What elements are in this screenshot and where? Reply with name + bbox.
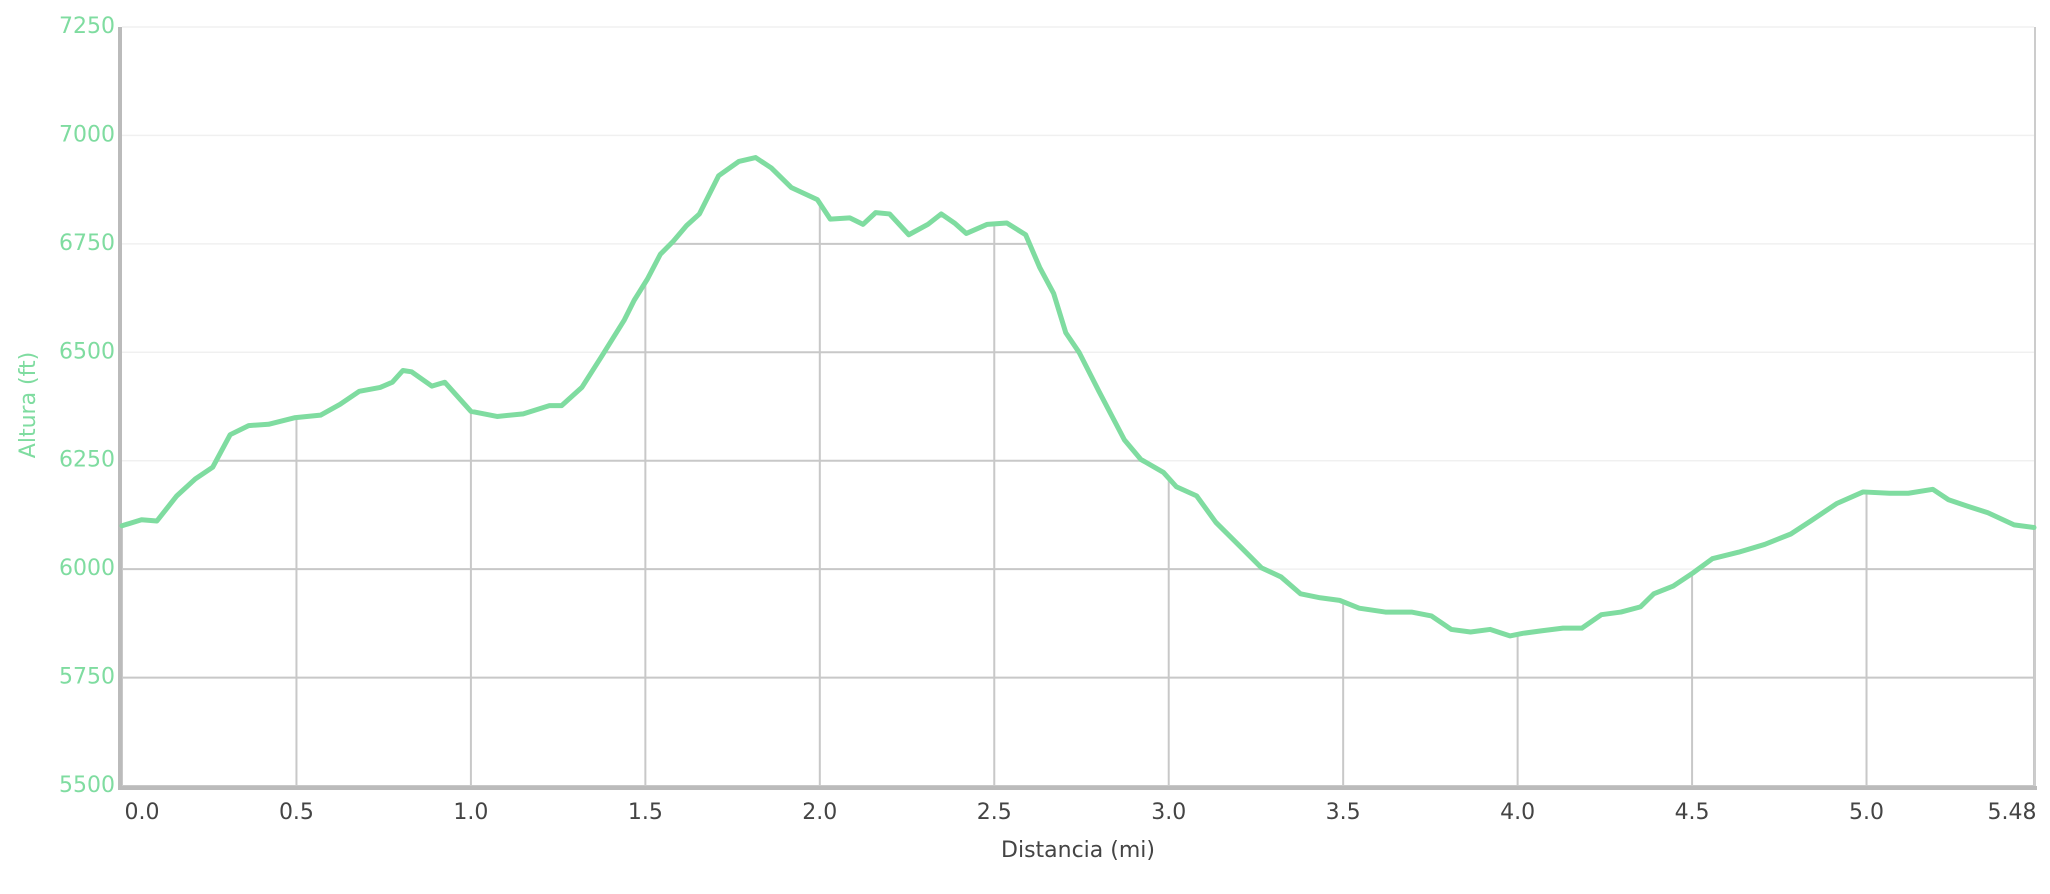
x-axis-title: Distancia (mi) — [1001, 838, 1155, 863]
x-tick-label: 1.0 — [453, 800, 488, 825]
elevation-line — [119, 155, 2037, 639]
grid-dark — [122, 157, 2034, 787]
x-tick-label: 2.0 — [802, 800, 837, 825]
y-tick-label: 6000 — [59, 556, 115, 581]
y-tick-label: 7000 — [59, 122, 115, 147]
y-tick-label: 6750 — [59, 231, 115, 256]
x-tick-label: 5.48 — [1988, 800, 2037, 825]
x-tick-label: 3.5 — [1326, 800, 1361, 825]
y-tick-label: 7250 — [59, 14, 115, 39]
x-tick-label: 2.5 — [977, 800, 1012, 825]
x-tick-label: 4.0 — [1500, 800, 1535, 825]
x-tick-label: 4.5 — [1675, 800, 1710, 825]
x-tick-label: 5.0 — [1849, 800, 1884, 825]
y-tick-label: 5750 — [59, 665, 115, 690]
y-axis-title: Altura (ft) — [16, 352, 41, 458]
grid-light — [122, 26, 2034, 787]
x-tick-label: 0.0 — [125, 800, 160, 825]
y-tick-label: 6250 — [59, 448, 115, 473]
x-tick-label: 1.5 — [628, 800, 663, 825]
x-tick-label: 0.5 — [279, 800, 314, 825]
y-tick-label: 5500 — [59, 773, 115, 798]
y-tick-label: 6500 — [59, 339, 115, 364]
x-tick-label: 3.0 — [1151, 800, 1186, 825]
